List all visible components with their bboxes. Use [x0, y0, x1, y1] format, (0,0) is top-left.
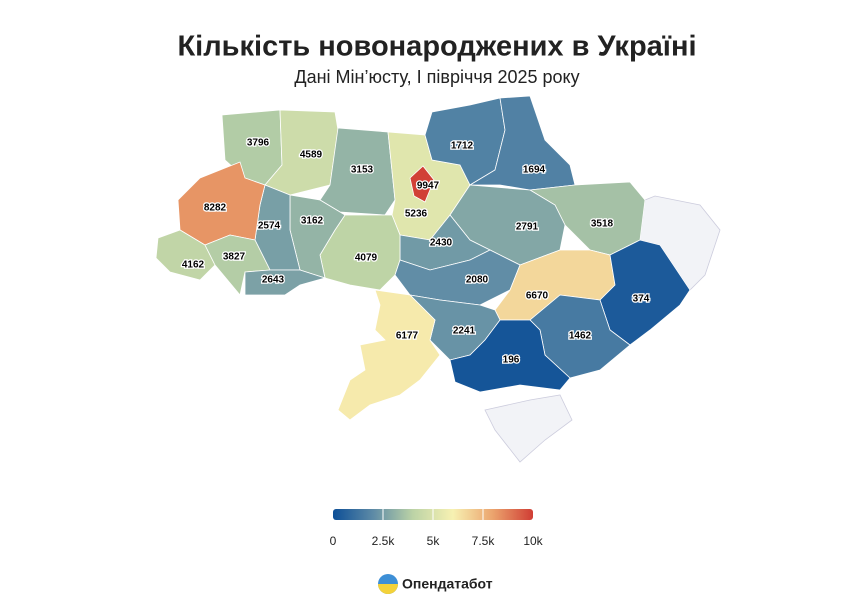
brand-logo-half: [378, 584, 398, 594]
region-label: 1694: [523, 165, 546, 176]
brand: Опендатабот: [402, 576, 493, 592]
region-label: 4162: [182, 260, 205, 271]
region-label: 2430: [430, 238, 453, 249]
region-label: 2574: [258, 221, 281, 232]
region: [337, 289, 441, 421]
legend-tick-label: 10k: [523, 534, 543, 548]
regions: [155, 95, 691, 421]
region-label: 9947: [417, 181, 440, 192]
region: [449, 319, 571, 393]
region-label: 3518: [591, 219, 614, 230]
region-label: 3827: [223, 252, 246, 263]
legend-tick-label: 5k: [427, 534, 441, 548]
title: Кількість новонароджених в Україні: [177, 31, 696, 63]
region-label: 374: [633, 294, 650, 305]
region-label: 6177: [396, 331, 419, 342]
region-label: 4589: [300, 150, 323, 161]
region: [244, 269, 327, 296]
region-label: 3153: [351, 165, 374, 176]
region-no-data: [484, 394, 573, 463]
region-label: 1712: [451, 141, 474, 152]
legend-tick-label: 7.5k: [472, 534, 496, 548]
region: [264, 109, 339, 196]
region: [599, 239, 691, 346]
region-label: 5236: [405, 209, 428, 220]
region-label: 2791: [516, 222, 539, 233]
subtitle: Дані Мін’юсту, І півріччя 2025 року: [294, 67, 579, 87]
region-label: 1462: [569, 331, 592, 342]
region-label: 196: [503, 355, 520, 366]
region: [155, 229, 216, 281]
legend: 0 2.5k 5k 7.5k 10k: [330, 509, 544, 548]
legend-tick-label: 0: [330, 534, 337, 548]
region-label: 4079: [355, 253, 378, 264]
region-label: 3796: [247, 138, 270, 149]
region-label: 2080: [466, 275, 489, 286]
legend-tick-label: 2.5k: [372, 534, 396, 548]
region-label: 2241: [453, 326, 476, 337]
region-label: 2643: [262, 275, 285, 286]
region-label: 6670: [526, 291, 549, 302]
region-label: 8282: [204, 203, 227, 214]
region-label: 3162: [301, 216, 324, 227]
region-labels: 3796 4589 3153 5236 1712 1694 3518 2791 2430 4079…: [181, 136, 651, 367]
region: [409, 165, 435, 203]
